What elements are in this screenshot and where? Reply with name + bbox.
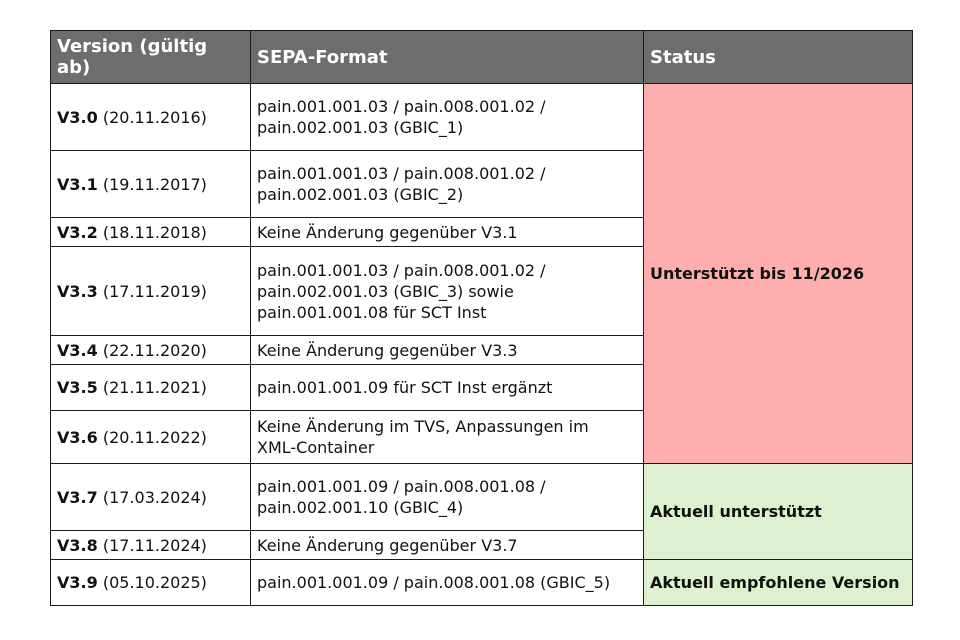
format-cell: pain.001.001.03 / pain.008.001.02 / pain.… <box>250 150 644 218</box>
version-name: V3.6 <box>57 427 98 447</box>
format-line: pain.002.001.03 (GBIC_1) <box>257 118 464 137</box>
version-date: (22.11.2020) <box>102 340 207 360</box>
format-line: pain.001.001.03 / pain.008.001.02 / <box>257 97 546 116</box>
status-cell-supported-until: Unterstützt bis 11/2026 <box>643 83 913 464</box>
version-cell: V3.9 (05.10.2025) <box>50 559 251 606</box>
version-date: (17.03.2024) <box>102 487 207 507</box>
format-line: pain.001.001.03 / pain.008.001.02 / <box>257 260 546 280</box>
version-date: (21.11.2021) <box>102 378 207 397</box>
table-row: V3.9 (05.10.2025) pain.001.001.09 / pain… <box>50 559 913 606</box>
format-line: pain.001.001.09 / pain.008.001.08 / <box>257 477 546 496</box>
version-name: V3.8 <box>57 535 98 555</box>
format-line: pain.001.001.03 / pain.008.001.02 / <box>257 164 546 183</box>
format-line: pain.001.001.09 / pain.008.001.08 (GBIC_… <box>257 573 611 592</box>
header-version: Version (gültig ab) <box>50 30 251 84</box>
format-line: Keine Änderung gegenüber V3.1 <box>257 222 518 242</box>
format-line: Keine Änderung gegenüber V3.3 <box>257 340 518 360</box>
format-cell: pain.001.001.09 für SCT Inst ergänzt <box>250 364 644 411</box>
format-cell: pain.001.001.03 / pain.008.001.02 /pain.… <box>250 246 644 336</box>
format-cell: Keine Änderung gegenüber V3.7 <box>250 530 644 560</box>
version-date: (17.11.2024) <box>102 535 207 555</box>
format-cell: pain.001.001.03 / pain.008.001.02 / pain.… <box>250 83 644 151</box>
format-cell: pain.001.001.09 / pain.008.001.08 (GBIC_… <box>250 559 644 606</box>
version-cell: V3.7 (17.03.2024) <box>50 463 251 531</box>
format-cell: Keine Änderung gegenüber V3.1 <box>250 217 644 247</box>
version-name: V3.7 <box>57 487 98 507</box>
format-cell: pain.001.001.09 / pain.008.001.08 / pain.… <box>250 463 644 531</box>
version-date: (20.11.2022) <box>102 427 207 447</box>
version-cell: V3.0 (20.11.2016) <box>50 83 251 151</box>
version-date: (05.10.2025) <box>102 573 207 592</box>
format-line: Keine Änderung gegenüber V3.7 <box>257 535 518 555</box>
version-date: (20.11.2016) <box>102 107 207 127</box>
table-header-row: Version (gültig ab) SEPA-Format Status <box>50 30 913 84</box>
version-date: (17.11.2019) <box>102 281 207 301</box>
version-name: V3.9 <box>57 573 98 592</box>
format-line: Keine Änderung im TVS, Anpassungen im <box>257 417 589 436</box>
version-cell: V3.6 (20.11.2022) <box>50 410 251 464</box>
table-row: V3.2 (18.11.2018) Keine Änderung gegenüb… <box>50 217 913 247</box>
version-cell: V3.5 (21.11.2021) <box>50 364 251 411</box>
version-name: V3.3 <box>57 281 98 301</box>
version-name: V3.2 <box>57 222 98 242</box>
format-line: pain.002.001.03 (GBIC_2) <box>257 185 464 204</box>
version-name: V3.5 <box>57 378 98 397</box>
format-cell: Keine Änderung gegenüber V3.3 <box>250 335 644 365</box>
table-row: V3.8 (17.11.2024) Keine Änderung gegenüb… <box>50 530 913 560</box>
format-line: pain.002.001.10 (GBIC_4) <box>257 498 464 517</box>
version-cell: V3.4 (22.11.2020) <box>50 335 251 365</box>
version-date: (19.11.2017) <box>102 174 207 194</box>
table-row: V3.3 (17.11.2019) pain.001.001.03 / pain… <box>50 246 913 336</box>
status-cell-currently-supported: Aktuell unterstützt <box>643 463 913 560</box>
table-row: V3.6 (20.11.2022) Keine Änderung im TVS,… <box>50 410 913 464</box>
table-row: V3.1 (19.11.2017) pain.001.001.03 / pain… <box>50 150 913 218</box>
version-name: V3.4 <box>57 340 98 360</box>
status-cell-recommended-version: Aktuell empfohlene Version <box>643 559 913 606</box>
version-name: V3.0 <box>57 107 98 127</box>
format-line: XML-Container <box>257 438 375 457</box>
sepa-version-table: Version (gültig ab) SEPA-Format Status V… <box>50 30 913 606</box>
header-sepa-format: SEPA-Format <box>250 30 644 84</box>
version-cell: V3.2 (18.11.2018) <box>50 217 251 247</box>
format-line: pain.001.001.08 für SCT Inst <box>257 302 487 322</box>
version-name: V3.1 <box>57 174 98 194</box>
version-cell: V3.3 (17.11.2019) <box>50 246 251 336</box>
format-line: pain.001.001.09 für SCT Inst ergänzt <box>257 378 553 397</box>
version-cell: V3.8 (17.11.2024) <box>50 530 251 560</box>
version-cell: V3.1 (19.11.2017) <box>50 150 251 218</box>
format-cell: Keine Änderung im TVS, Anpassungen im XML… <box>250 410 644 464</box>
table-row: V3.0 (20.11.2016) pain.001.001.03 / pain… <box>50 83 913 464</box>
version-date: (18.11.2018) <box>102 222 207 242</box>
table-row: V3.7 (17.03.2024) pain.001.001.09 / pain… <box>50 463 913 560</box>
header-status: Status <box>643 30 913 84</box>
format-line: pain.002.001.03 (GBIC_3) sowie <box>257 281 514 301</box>
